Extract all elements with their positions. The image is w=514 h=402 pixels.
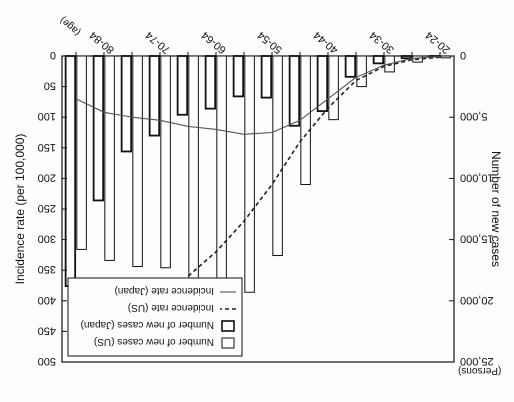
bar-japan-25-29 [400,55,413,60]
right-tick-label: 0 [50,49,56,61]
category-tick-label: 50-54 [255,29,284,56]
bar-us-85- [76,55,87,250]
right-tick-label: 100 [38,110,56,122]
legend-item-us-bars: Number of new cases (US) [94,336,235,349]
bar-series-us [76,55,451,308]
bar-japan-70-74 [148,55,161,137]
left-axis-ticks: 0 5,000 10,000 15,000 20,000 25,000 [449,49,494,367]
left-tick-label: 20,000 [460,294,494,306]
bar-us-55-59 [244,55,255,293]
bar-japan-60-64 [204,55,217,110]
category-axis-ticks: 20-24 30-34 40-44 50-54 60-64 70-74 80-84 [75,29,453,56]
right-tick-label: 300 [38,233,56,245]
category-tick-label: 20-24 [423,29,452,56]
bar-japan-75-79 [120,55,133,153]
category-axis-unit: (age) [58,14,83,37]
bar-japan-80-84 [92,55,105,202]
category-tick-label: 60-64 [199,29,228,56]
bar-us-80-84 [104,55,115,261]
bar-japan-85- [64,55,77,288]
legend-item-us-rate: Incidence rate (US) [128,302,236,313]
right-axis-ticks: 0 50 100 150 200 250 300 350 400 450 500 [38,49,67,367]
left-tick-label: 10,000 [460,171,494,183]
right-tick-label: 50 [44,80,56,92]
category-tick-label: 30-34 [367,29,396,56]
right-tick-label: 450 [38,324,56,336]
bar-japan-50-54 [260,55,273,99]
bar-us-35-39 [356,55,367,88]
legend: Number of new cases (US) Number of new c… [67,277,243,357]
line-incidence-us [75,56,441,333]
bar-japan-35-39 [344,55,357,78]
bar-us-70-74 [160,55,171,269]
right-tick-label: 500 [38,355,56,367]
bar-japan-55-59 [232,55,245,98]
legend-swatch-us-bars [221,337,235,349]
chart-content: 0 5,000 10,000 15,000 20,000 25,000 0 50 100 150… [13,14,503,376]
right-tick-label: 150 [38,141,56,153]
left-axis-title: Number of new cases [489,151,503,267]
right-tick-label: 400 [38,294,56,306]
legend-label-japan-rate: Incidence rate (Japan) [114,285,214,296]
right-tick-label: 350 [38,263,56,275]
bar-us-40-44 [328,55,339,121]
bar-japan-30-34 [372,55,385,65]
left-tick-label: 25,000 [460,355,494,367]
right-tick-label: 200 [38,171,56,183]
legend-label-japan-bars: Number of new cases (Japan) [81,319,214,330]
bar-series-japan [64,55,441,288]
legend-box [67,277,243,357]
bar-us-50-54 [272,55,283,257]
bar-japan-45-49 [288,55,301,127]
category-tick-label: 80-84 [87,29,116,56]
right-axis-title: Incidence rate (per 100,000) [13,134,27,285]
legend-item-japan-rate: Incidence rate (Japan) [114,285,236,296]
legend-swatch-japan-bars [221,320,235,332]
bar-us-20-24 [440,55,451,59]
legend-item-japan-bars: Number of new cases (Japan) [81,319,235,332]
category-tick-label: 70-74 [143,29,172,56]
category-tick-label: 40-44 [311,29,340,56]
left-tick-label: 5,000 [460,110,488,122]
bar-us-65-69 [188,55,199,286]
bar-japan-40-44 [316,55,329,112]
right-tick-label: 250 [38,202,56,214]
line-incidence-japan [75,56,441,135]
legend-label-us-bars: Number of new cases (US) [94,336,214,347]
bar-japan-65-69 [176,55,189,116]
left-axis-unit: (Persons) [458,365,501,376]
legend-label-us-rate: Incidence rate (US) [128,302,214,313]
left-tick-label: 15,000 [460,233,494,245]
bar-us-75-79 [132,55,143,268]
bar-us-45-49 [300,55,311,186]
left-tick-label: 0 [460,49,466,61]
bar-us-60-64 [216,55,227,308]
